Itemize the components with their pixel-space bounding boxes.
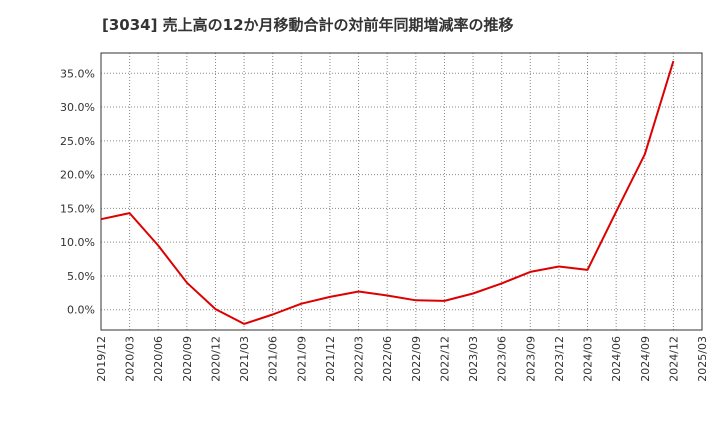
x-tick-label: 2022/06 xyxy=(381,336,394,382)
x-tick-label: 2023/03 xyxy=(467,336,480,382)
x-tick-label: 2023/12 xyxy=(553,336,566,382)
y-tick-label: 10.0% xyxy=(60,236,95,249)
x-tick-label: 2022/12 xyxy=(438,336,451,382)
x-tick-label: 2025/03 xyxy=(696,336,709,382)
y-tick-label: 0.0% xyxy=(67,304,95,317)
y-tick-label: 25.0% xyxy=(60,135,95,148)
x-tick-label: 2022/09 xyxy=(410,336,423,382)
x-tick-label: 2021/03 xyxy=(238,336,251,382)
x-tick-label: 2023/09 xyxy=(524,336,537,382)
series-layer xyxy=(100,60,675,325)
x-tick-label: 2024/03 xyxy=(582,336,595,382)
series-line xyxy=(100,60,675,325)
grid-lines xyxy=(101,53,702,330)
x-tick-label: 2021/12 xyxy=(324,336,337,382)
y-tick-label: 20.0% xyxy=(60,169,95,182)
y-tick-label: 30.0% xyxy=(60,101,95,114)
x-tick-label: 2020/03 xyxy=(124,336,137,382)
x-tick-label: 2022/03 xyxy=(353,336,366,382)
y-tick-label: 35.0% xyxy=(60,67,95,80)
y-axis-ticks: 0.0% 5.0% 10.0% 15.0% 20.0% 25.0% 30.0% 35.0% xyxy=(60,67,95,316)
y-tick-label: 5.0% xyxy=(67,270,95,283)
chart-title: [3034] 売上高の12か月移動合計の対前年同期増減率の推移 xyxy=(102,16,514,34)
x-tick-label: 2020/06 xyxy=(152,336,165,382)
x-tick-label: 2024/06 xyxy=(610,336,623,382)
x-tick-label: 2023/06 xyxy=(496,336,509,382)
x-tick-label: 2021/09 xyxy=(295,336,308,382)
x-tick-label: 2020/09 xyxy=(181,336,194,382)
x-tick-label: 2019/12 xyxy=(95,336,108,382)
x-tick-label: 2024/09 xyxy=(639,336,652,382)
y-tick-label: 15.0% xyxy=(60,202,95,215)
x-axis-ticks: 2019/12 2020/03 2020/06 2020/09 2020/12 2021/… xyxy=(95,336,709,382)
x-tick-label: 2024/12 xyxy=(667,336,680,382)
plot-area-frame xyxy=(100,52,703,331)
x-tick-label: 2020/12 xyxy=(209,336,222,382)
x-tick-label: 2021/06 xyxy=(267,336,280,382)
